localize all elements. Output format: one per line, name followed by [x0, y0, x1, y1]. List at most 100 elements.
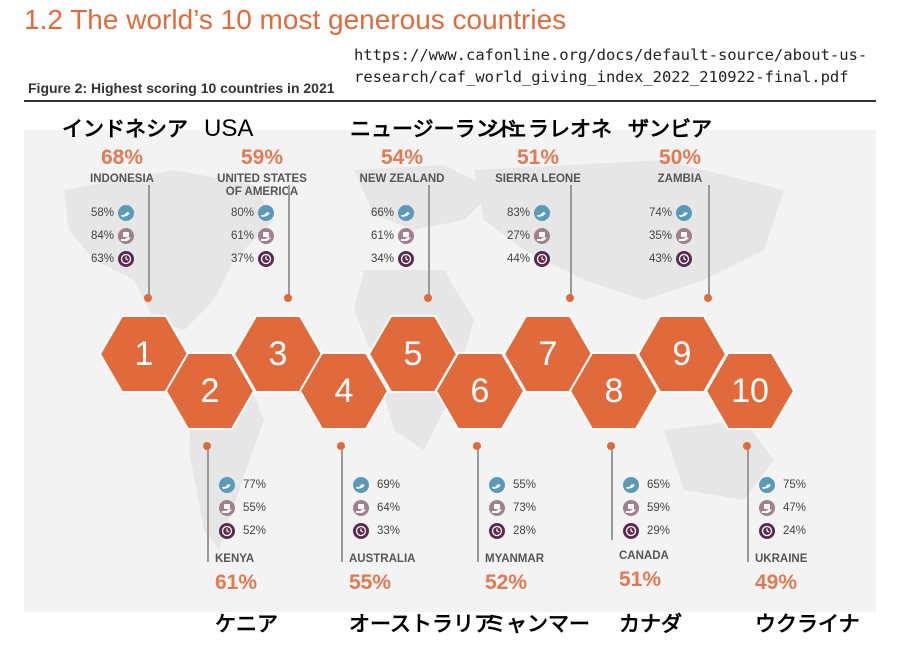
- time-value: 24%: [783, 525, 807, 537]
- country-name-ukraine: UKRAINE: [755, 553, 808, 565]
- time-value: 43%: [648, 253, 672, 265]
- help-value: 77%: [243, 479, 267, 491]
- stat-row-time-zambia: 43%: [638, 249, 692, 269]
- rank-number-10: 10: [731, 372, 769, 410]
- donating-money-icon: [118, 228, 134, 244]
- help-value: 74%: [648, 207, 672, 219]
- help-value: 65%: [647, 479, 671, 491]
- source-url: https://www.cafonline.org/docs/default-s…: [354, 44, 894, 88]
- rank-hexagon-4: [298, 352, 390, 430]
- donating-money-icon: [676, 228, 692, 244]
- connector-line-united-states-of-america: [288, 185, 290, 297]
- stat-row-give-canada: 59%: [623, 498, 681, 518]
- connector-line-ukraine: [747, 450, 749, 562]
- help-value: 55%: [513, 479, 537, 491]
- score-myanmar: 52%: [485, 571, 528, 594]
- connector-line-kenya: [207, 450, 209, 562]
- jp-label-myanmar: ミャンマー: [485, 612, 590, 636]
- volunteering-time-icon: [219, 523, 235, 539]
- rank-number-3: 3: [268, 335, 288, 373]
- stat-row-time-new-zealand: 34%: [360, 249, 414, 269]
- rank-number-5: 5: [403, 335, 423, 373]
- country-name-sierra-leone: SIERRA LEONE: [495, 173, 581, 185]
- stat-row-time-united-states-of-america: 37%: [220, 249, 274, 269]
- connector-dot-new-zealand: [424, 294, 432, 302]
- connector-dot-canada: [607, 442, 615, 450]
- give-value: 55%: [243, 502, 267, 514]
- give-value: 59%: [647, 502, 671, 514]
- give-value: 61%: [230, 230, 254, 242]
- stat-row-help-zambia: 74%: [638, 203, 692, 223]
- donating-money-icon: [353, 500, 369, 516]
- jp-label-canada: カナダ: [619, 612, 682, 636]
- rank-number-7: 7: [538, 335, 558, 373]
- time-value: 28%: [513, 525, 537, 537]
- stat-row-time-sierra-leone: 44%: [496, 249, 550, 269]
- give-value: 27%: [506, 230, 530, 242]
- stat-row-time-kenya: 52%: [219, 521, 277, 541]
- page-title: 1.2 The world’s 10 most generous countri…: [24, 4, 567, 35]
- time-value: 34%: [370, 253, 394, 265]
- volunteering-time-icon: [489, 523, 505, 539]
- jp-label-indonesia: インドネシア: [62, 117, 188, 141]
- stat-row-time-myanmar: 28%: [489, 521, 547, 541]
- stat-row-time-ukraine: 24%: [759, 521, 817, 541]
- score-australia: 55%: [349, 571, 392, 594]
- connector-dot-ukraine: [743, 442, 751, 450]
- volunteering-time-icon: [353, 523, 369, 539]
- stat-row-give-united-states-of-america: 61%: [220, 226, 274, 246]
- connector-dot-sierra-leone: [566, 294, 574, 302]
- score-united-states-of-america: 59%: [240, 146, 284, 169]
- score-sierra-leone: 51%: [516, 146, 560, 169]
- stat-row-give-sierra-leone: 27%: [496, 226, 550, 246]
- connector-line-zambia: [708, 185, 710, 297]
- stat-row-give-new-zealand: 61%: [360, 226, 414, 246]
- header-divider: [24, 100, 876, 102]
- donating-money-icon: [258, 228, 274, 244]
- donating-money-icon: [759, 500, 775, 516]
- stat-row-help-indonesia: 58%: [80, 203, 134, 223]
- stat-row-help-united-states-of-america: 80%: [220, 203, 274, 223]
- stat-row-give-myanmar: 73%: [489, 498, 547, 518]
- country-name-australia: AUSTRALIA: [349, 553, 416, 565]
- helping-stranger-icon: [219, 477, 235, 493]
- give-value: 35%: [648, 230, 672, 242]
- give-value: 84%: [90, 230, 114, 242]
- stat-row-help-ukraine: 75%: [759, 475, 817, 495]
- stat-row-give-kenya: 55%: [219, 498, 277, 518]
- connector-line-myanmar: [477, 450, 479, 562]
- give-value: 64%: [377, 502, 401, 514]
- connector-line-canada: [611, 450, 613, 540]
- stat-row-help-canada: 65%: [623, 475, 681, 495]
- country-name-united-states-of-america: UNITED STATES OF AMERICA: [192, 173, 332, 199]
- stat-row-time-canada: 29%: [623, 521, 681, 541]
- score-indonesia: 68%: [100, 146, 144, 169]
- help-value: 58%: [90, 207, 114, 219]
- helping-stranger-icon: [353, 477, 369, 493]
- score-zambia: 50%: [658, 146, 702, 169]
- time-value: 33%: [377, 525, 401, 537]
- connector-dot-kenya: [203, 442, 211, 450]
- time-value: 29%: [647, 525, 671, 537]
- give-value: 47%: [783, 502, 807, 514]
- stat-row-give-zambia: 35%: [638, 226, 692, 246]
- helping-stranger-icon: [489, 477, 505, 493]
- jp-label-ukraine: ウクライナ: [755, 612, 860, 636]
- rank-hexagon-6: [434, 352, 526, 430]
- stat-row-help-australia: 69%: [353, 475, 411, 495]
- help-value: 66%: [370, 207, 394, 219]
- donating-money-icon: [534, 228, 550, 244]
- country-name-canada: CANADA: [619, 550, 669, 562]
- stat-row-give-australia: 64%: [353, 498, 411, 518]
- stat-row-help-new-zealand: 66%: [360, 203, 414, 223]
- rank-hexagon-10: [704, 352, 796, 430]
- rank-number-9: 9: [672, 335, 692, 373]
- volunteering-time-icon: [676, 251, 692, 267]
- rank-number-8: 8: [604, 372, 624, 410]
- source-url-line-2: research/caf_world_giving_index_2022_210…: [354, 68, 849, 86]
- helping-stranger-icon: [676, 205, 692, 221]
- score-ukraine: 49%: [755, 571, 798, 594]
- country-name-new-zealand: NEW ZEALAND: [359, 173, 445, 185]
- score-new-zealand: 54%: [380, 146, 424, 169]
- stat-row-help-myanmar: 55%: [489, 475, 547, 495]
